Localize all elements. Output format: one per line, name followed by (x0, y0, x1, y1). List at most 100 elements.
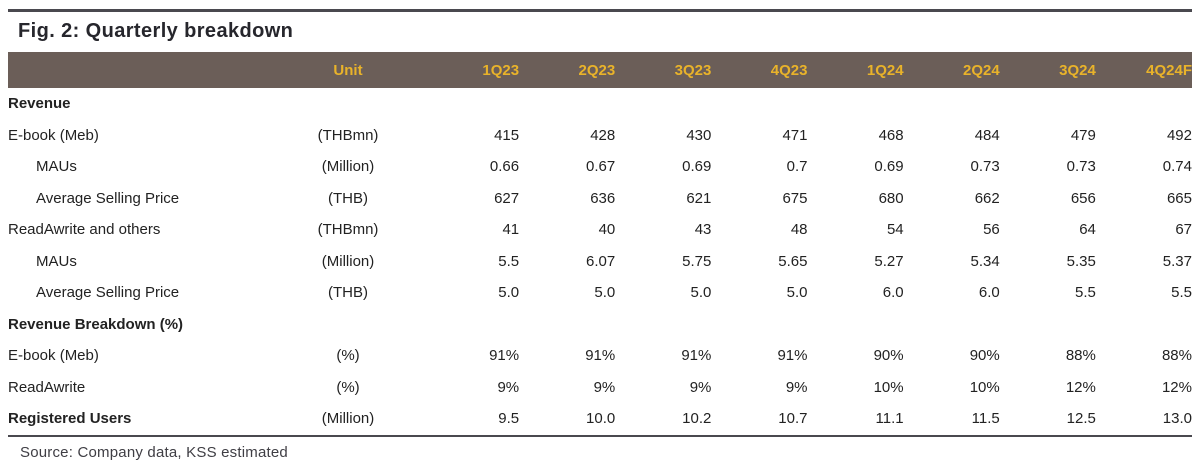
row-value: 91% (777, 347, 808, 365)
row-value: 468 (878, 126, 904, 144)
row-value (1000, 309, 1096, 341)
row-value (1096, 309, 1192, 341)
row-label: Registered Users (8, 410, 132, 428)
table-row: E-book (Meb) (THBmn) 415 428 430 471 468 484 479… (8, 120, 1192, 152)
row-label: Revenue (8, 95, 71, 113)
header-quarter-3q23: 3Q23 (674, 61, 712, 79)
row-value: 67 (1175, 221, 1192, 239)
row-value: 90% (873, 347, 904, 365)
row-unit: (THB) (328, 284, 368, 302)
row-value: 10.2 (682, 410, 712, 428)
row-value: 40 (598, 221, 616, 239)
row-value: 54 (886, 221, 904, 239)
row-value: 0.73 (1066, 158, 1096, 176)
row-value: 91% (585, 347, 616, 365)
row-value (904, 88, 1000, 120)
row-value: 5.0 (690, 284, 712, 302)
header-quarter-4q23: 4Q23 (770, 61, 808, 79)
row-value: 90% (969, 347, 1000, 365)
row-value (519, 88, 615, 120)
row-value: 6.0 (882, 284, 904, 302)
figure-title: Fig. 2: Quarterly breakdown (18, 20, 294, 42)
row-value: 428 (590, 126, 616, 144)
row-value: 43 (694, 221, 712, 239)
row-value: 13.0 (1162, 410, 1192, 428)
row-value: 636 (590, 189, 616, 207)
row-value: 11.5 (971, 410, 1000, 428)
row-label: ReadAwrite and others (8, 221, 161, 239)
row-value: 12% (1161, 378, 1192, 396)
bottom-rule (8, 434, 1192, 437)
row-value: 430 (686, 126, 712, 144)
header-quarter-3q24: 3Q24 (1059, 61, 1096, 79)
row-value: 9% (497, 378, 520, 396)
row-value: 5.5 (1075, 284, 1096, 302)
row-value: 6.07 (586, 252, 616, 270)
row-value: 5.0 (786, 284, 808, 302)
row-value: 88% (1065, 347, 1096, 365)
row-value (423, 309, 519, 341)
row-label: E-book (Meb) (8, 347, 99, 365)
top-rule (8, 9, 1192, 12)
row-label: Average Selling Price (36, 189, 180, 207)
row-value: 88% (1161, 347, 1192, 365)
header-label-spacer (8, 52, 273, 88)
row-value: 9% (785, 378, 808, 396)
row-unit: (Million) (321, 252, 375, 270)
row-label: ReadAwrite (8, 378, 86, 396)
row-value: 0.69 (682, 158, 712, 176)
row-unit: (Million) (321, 158, 375, 176)
row-unit (273, 88, 423, 120)
row-value: 12.5 (1066, 410, 1096, 428)
source-note: Source: Company data, KSS estimated (20, 443, 288, 461)
row-value (808, 309, 904, 341)
table-row: MAUs (Million) 5.5 6.07 5.75 5.65 5.27 5.34 5.35… (8, 246, 1192, 278)
row-label: Revenue Breakdown (%) (8, 315, 184, 333)
row-value: 662 (974, 189, 1000, 207)
table-row: Average Selling Price (THB) 627 636 621 675 68… (8, 183, 1192, 215)
row-label: E-book (Meb) (8, 126, 99, 144)
header-quarter-1q24: 1Q24 (866, 61, 904, 79)
row-unit: (THBmn) (317, 221, 379, 239)
row-value: 5.5 (498, 252, 520, 270)
table-row: E-book (Meb) (%) 91% 91% 91% 91% 90% 90% 88% 88% (8, 340, 1192, 372)
row-value: 665 (1166, 189, 1192, 207)
row-label: Average Selling Price (36, 284, 180, 302)
row-value (711, 88, 807, 120)
row-value: 64 (1079, 221, 1096, 239)
row-value: 10% (873, 378, 904, 396)
header-quarter-1q23: 1Q23 (482, 61, 520, 79)
row-value: 10.0 (586, 410, 616, 428)
row-value: 627 (494, 189, 520, 207)
row-value: 6.0 (978, 284, 1000, 302)
row-value (615, 309, 711, 341)
row-value: 5.65 (778, 252, 808, 270)
quarterly-breakdown-table: Unit 1Q23 2Q23 3Q23 4Q23 1Q24 2Q24 3Q24 … (8, 52, 1192, 435)
row-value: 9% (593, 378, 616, 396)
row-value: 48 (790, 221, 808, 239)
row-value (1000, 88, 1096, 120)
table-header-row: Unit 1Q23 2Q23 3Q23 4Q23 1Q24 2Q24 3Q24 … (8, 52, 1192, 88)
row-value: 5.0 (498, 284, 520, 302)
row-value: 12% (1065, 378, 1096, 396)
row-value: 0.74 (1162, 158, 1192, 176)
table-row: Average Selling Price (THB) 5.0 5.0 5.0 5.0 6.… (8, 277, 1192, 309)
row-value: 0.7 (786, 158, 808, 176)
row-value (615, 88, 711, 120)
row-value (808, 88, 904, 120)
row-value: 5.75 (682, 252, 712, 270)
row-value: 5.34 (970, 252, 1000, 270)
row-value: 5.37 (1162, 252, 1192, 270)
row-value: 656 (1070, 189, 1096, 207)
row-value: 41 (502, 221, 520, 239)
table-row: Revenue Breakdown (%) (8, 309, 1192, 341)
row-unit: (THB) (328, 189, 368, 207)
table-row: ReadAwrite (%) 9% 9% 9% 9% 10% 10% 12% 12% (8, 372, 1192, 404)
row-value: 621 (686, 189, 712, 207)
row-value: 492 (1166, 126, 1192, 144)
row-value: 5.0 (594, 284, 616, 302)
row-unit: (%) (336, 378, 360, 396)
row-value: 479 (1070, 126, 1096, 144)
table-row: Registered Users (Million) 9.5 10.0 10.2 10.7… (8, 403, 1192, 435)
